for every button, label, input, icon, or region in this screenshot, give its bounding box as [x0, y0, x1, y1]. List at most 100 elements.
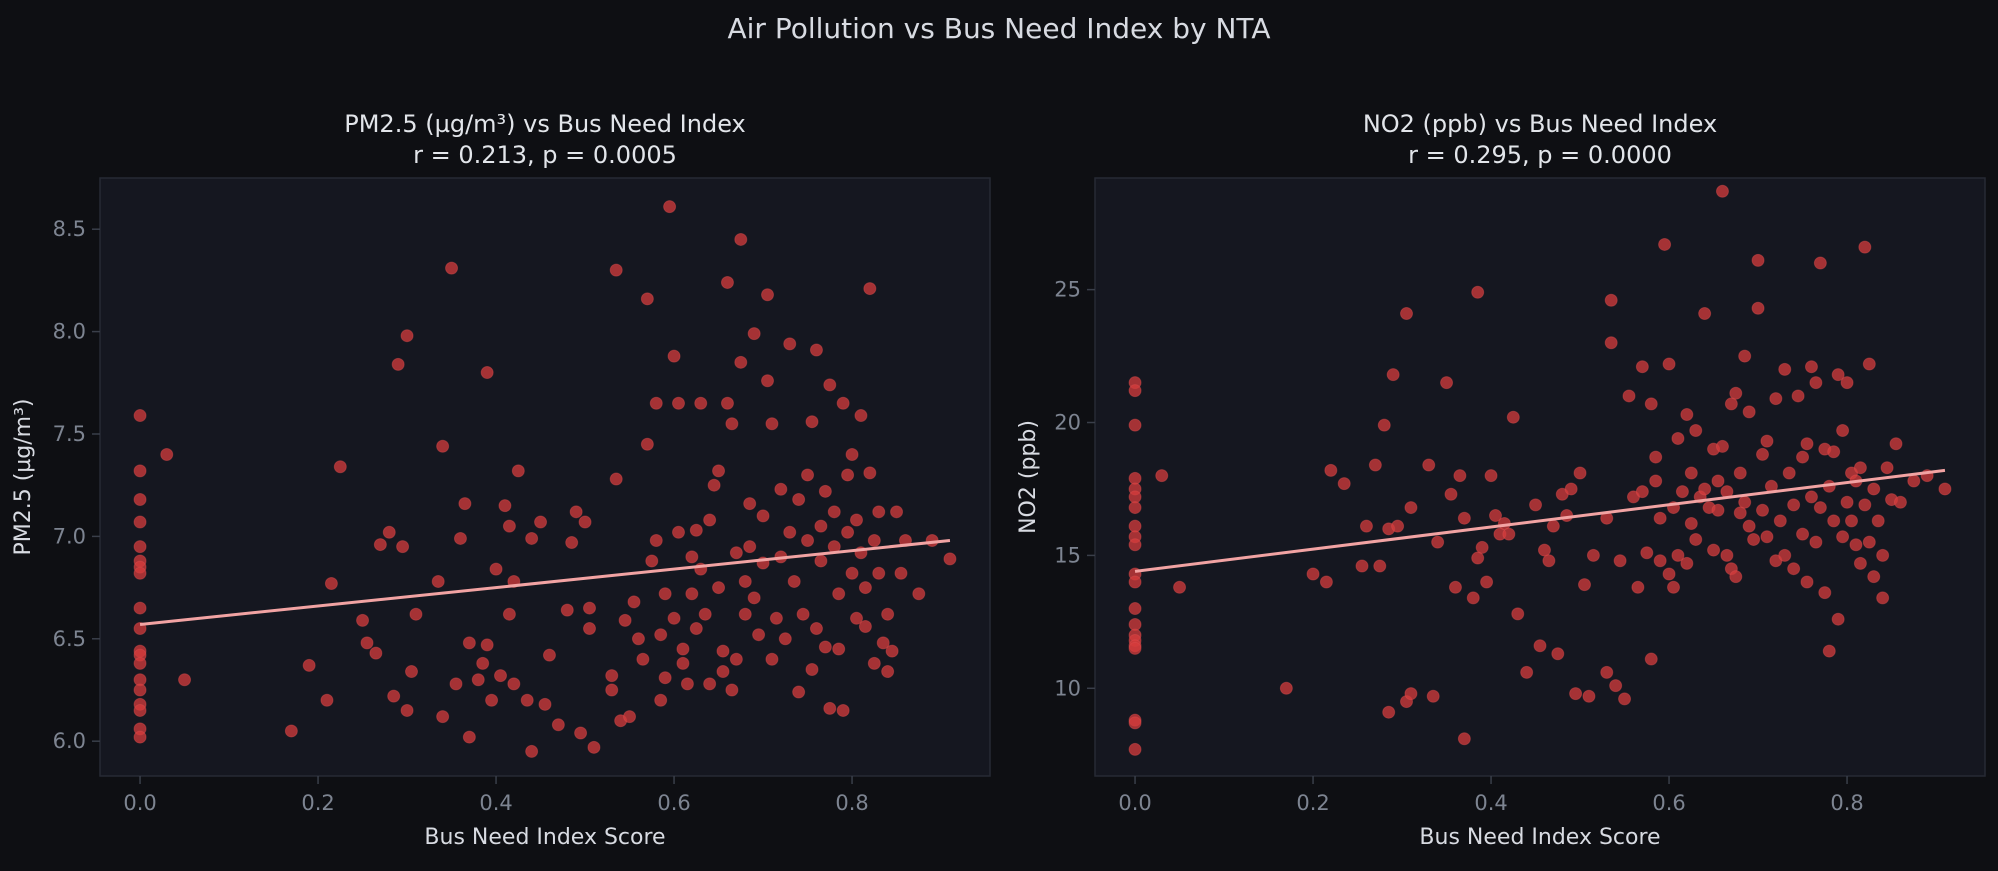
pm25-data-point	[133, 515, 147, 529]
no2-data-point	[1711, 474, 1725, 488]
no2-data-point	[1520, 665, 1534, 679]
no2-plot-area	[1094, 177, 1986, 777]
pm25-data-point	[836, 396, 850, 410]
no2-data-point	[1698, 307, 1712, 321]
pm25-data-point	[805, 663, 819, 677]
no2-data-point	[1649, 450, 1663, 464]
pm25-data-point	[792, 685, 806, 699]
no2-data-point	[1880, 461, 1894, 475]
no2-data-point	[1720, 548, 1734, 562]
pm25-data-point	[796, 607, 810, 621]
no2-data-point	[1489, 509, 1502, 523]
no2-y-tick-label: 15	[1054, 543, 1081, 567]
no2-data-point	[1787, 498, 1801, 512]
pm25-data-point	[725, 683, 739, 697]
no2-data-point	[1635, 485, 1649, 499]
no2-data-point	[1675, 485, 1689, 499]
no2-data-point	[1609, 679, 1623, 693]
no2-data-point	[1173, 580, 1187, 594]
pm25-data-point	[445, 261, 459, 275]
pm25-data-point	[698, 607, 712, 621]
pm25-data-point	[654, 628, 668, 642]
pm25-data-point	[809, 343, 823, 357]
no2-data-point	[1279, 681, 1293, 695]
pm25-data-point	[943, 552, 957, 566]
no2-data-point	[1626, 490, 1640, 504]
no2-data-point	[1546, 519, 1560, 533]
no2-data-point	[1907, 474, 1921, 488]
no2-data-point	[1600, 665, 1614, 679]
no2-data-point	[1680, 556, 1694, 570]
pm25-data-point	[320, 693, 334, 707]
no2-data-point	[1742, 519, 1756, 533]
pm25-data-point	[814, 519, 828, 533]
pm25-data-point	[284, 724, 298, 738]
no2-data-point	[1662, 357, 1676, 371]
pm25-data-point	[640, 292, 654, 306]
no2-data-point	[1426, 689, 1440, 703]
no2-x-tick-label: 0.2	[1296, 791, 1329, 815]
no2-data-point	[1876, 591, 1890, 605]
no2-data-point	[1578, 578, 1591, 592]
no2-data-point	[1836, 423, 1850, 437]
pm25-data-point	[133, 601, 147, 615]
no2-data-point	[1319, 575, 1333, 589]
no2-data-point	[1867, 570, 1881, 584]
no2-data-point	[1555, 487, 1569, 501]
pm25-data-point	[832, 587, 846, 601]
pm25-data-point	[609, 472, 623, 486]
no2-data-point	[1831, 368, 1845, 382]
no2-data-point	[1689, 423, 1703, 437]
pm25-data-point	[636, 652, 650, 666]
no2-data-point	[1818, 586, 1832, 600]
pm25-data-point	[712, 464, 726, 478]
no2-data-point	[1804, 360, 1818, 374]
no2-data-point	[1569, 687, 1583, 701]
pm25-data-point	[845, 447, 859, 461]
no2-data-point	[1359, 519, 1373, 533]
pm25-data-point	[520, 693, 534, 707]
pm25-plot-area	[99, 177, 991, 777]
pm25-data-point	[836, 703, 850, 717]
pm25-data-point	[525, 744, 539, 758]
pm25-data-point	[761, 374, 774, 388]
pm25-data-point	[133, 703, 147, 717]
no2-data-point	[1128, 742, 1142, 756]
pm25-data-point	[841, 525, 855, 539]
no2-data-point	[1751, 253, 1765, 267]
pm25-data-point	[707, 478, 721, 492]
pm25-data-point	[783, 337, 797, 351]
pm25-data-point	[160, 447, 174, 461]
pm25-data-point	[685, 587, 699, 601]
pm25-data-point	[801, 468, 815, 482]
pm25-data-point	[494, 669, 507, 683]
no2-y-axis-label: NO2 (ppb)	[1016, 420, 1041, 534]
pm25-data-point	[360, 636, 374, 650]
no2-data-point	[1778, 362, 1792, 376]
no2-data-point	[1769, 554, 1783, 568]
pm25-x-tick-label: 0.8	[835, 791, 868, 815]
pm25-y-axis-label: PM2.5 (µg/m³)	[11, 398, 36, 555]
pm25-data-point	[436, 710, 450, 724]
pm25-data-point	[649, 533, 663, 547]
no2-data-point	[1827, 514, 1841, 528]
pm25-data-point	[854, 409, 868, 423]
pm25-data-point	[725, 417, 739, 431]
no2-x-tick-label: 0.4	[1474, 791, 1507, 815]
no2-data-point	[1813, 501, 1827, 515]
no2-y-tick-label: 20	[1054, 411, 1081, 435]
pm25-data-point	[743, 497, 757, 511]
pm25-x-tick-label: 0.0	[123, 791, 156, 815]
pm25-data-point	[551, 718, 565, 732]
no2-scatter-panel: NO2 (ppb) vs Bus Need Index r = 0.295, p…	[1016, 110, 1986, 850]
pm25-data-point	[867, 533, 881, 547]
pm25-data-point	[507, 677, 521, 691]
pm25-data-point	[720, 275, 734, 289]
no2-data-point	[1644, 652, 1658, 666]
pm25-data-point	[783, 525, 797, 539]
no2-data-point	[1756, 447, 1769, 461]
pm25-data-point	[663, 200, 677, 214]
pm25-data-point	[756, 509, 770, 523]
pm25-data-point	[534, 515, 548, 529]
pm25-data-point	[765, 652, 779, 666]
